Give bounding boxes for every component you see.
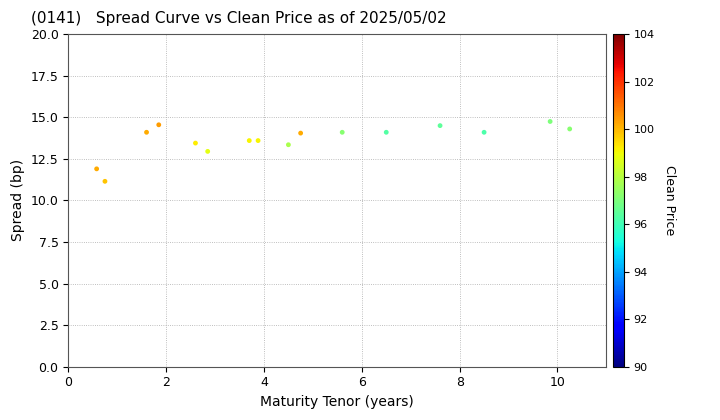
Point — [283, 142, 294, 148]
X-axis label: Maturity Tenor (years): Maturity Tenor (years) — [261, 395, 414, 409]
Point — [153, 121, 165, 128]
Point — [252, 137, 264, 144]
Point — [99, 178, 111, 185]
Point — [202, 148, 213, 155]
Point — [141, 129, 153, 136]
Point — [91, 165, 102, 172]
Point — [564, 126, 575, 132]
Y-axis label: Clean Price: Clean Price — [662, 165, 675, 236]
Point — [336, 129, 348, 136]
Point — [544, 118, 556, 125]
Point — [295, 130, 307, 136]
Point — [243, 137, 255, 144]
Point — [434, 122, 446, 129]
Y-axis label: Spread (bp): Spread (bp) — [11, 159, 25, 242]
Point — [380, 129, 392, 136]
Point — [478, 129, 490, 136]
Text: (0141)   Spread Curve vs Clean Price as of 2025/05/02: (0141) Spread Curve vs Clean Price as of… — [30, 11, 446, 26]
Point — [189, 140, 201, 147]
